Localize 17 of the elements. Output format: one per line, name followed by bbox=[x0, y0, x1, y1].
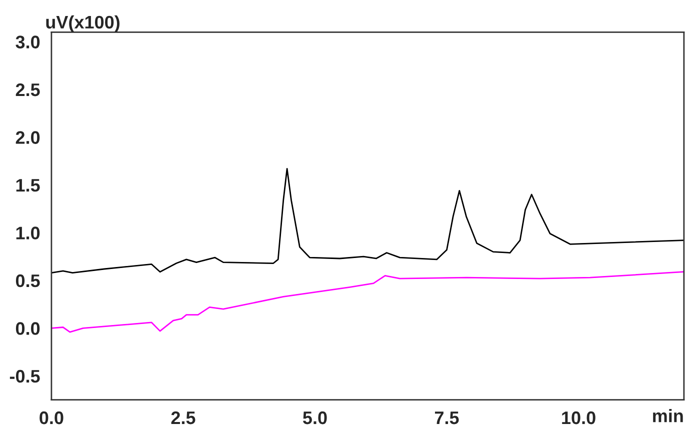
y-tick-label: 2.0 bbox=[16, 131, 40, 144]
y-tick-label: 0.0 bbox=[16, 322, 40, 335]
y-axis-title: uV(x100) bbox=[46, 15, 120, 32]
line-series bbox=[51, 168, 684, 274]
x-tick-label: 7.5 bbox=[434, 412, 459, 424]
y-tick-label: 0.5 bbox=[16, 274, 40, 288]
x-axis-title: min bbox=[653, 409, 683, 422]
y-tick-label: 1.0 bbox=[16, 226, 40, 240]
y-tick-label: 1.5 bbox=[16, 179, 40, 192]
line-series bbox=[51, 271, 684, 333]
x-tick-label: 2.5 bbox=[171, 411, 196, 424]
y-tick-label: 2.5 bbox=[16, 83, 40, 96]
x-tick-label: 5.0 bbox=[302, 411, 327, 424]
y-tick-label: -0.5 bbox=[10, 370, 40, 383]
x-tick-label: 0.0 bbox=[40, 411, 64, 424]
x-tick-label: 10.0 bbox=[562, 411, 596, 424]
y-tick-label: 3.0 bbox=[16, 36, 40, 48]
